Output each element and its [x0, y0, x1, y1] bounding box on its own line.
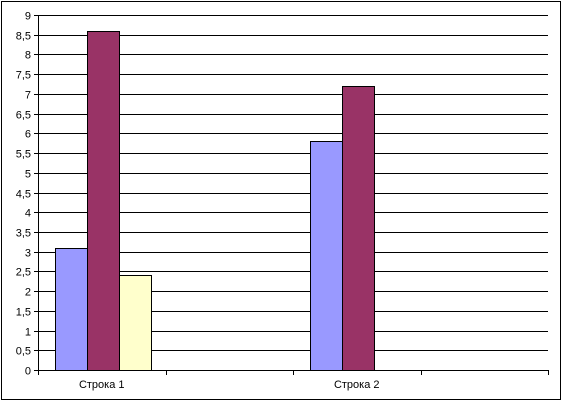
y-tick-label: 4 [25, 208, 31, 220]
x-category-label: Строка 1 [79, 379, 125, 391]
gridlines [38, 15, 548, 351]
y-tick-label: 2 [25, 287, 31, 299]
bar [119, 275, 152, 371]
bar [55, 248, 88, 371]
bar [342, 86, 375, 371]
y-tick-label: 8,5 [16, 31, 31, 43]
y-tick-label: 3 [25, 248, 31, 260]
y-tick-label: 2,5 [16, 267, 31, 279]
x-category-label: Строка 2 [334, 379, 380, 391]
bar [310, 141, 343, 371]
y-tick-label: 7,5 [16, 70, 31, 82]
y-tick-label: 6,5 [16, 110, 31, 122]
y-axis-tick-labels: 0 0,5 1 1,5 2 2,5 3 3,5 4 4,5 5 5,5 6 6,5 7 7,5 8 8,5 9 [16, 11, 31, 378]
y-tick-label: 0 [25, 366, 31, 378]
axes [34, 15, 549, 375]
y-tick-label: 5,5 [16, 149, 31, 161]
y-tick-label: 8 [25, 50, 31, 62]
y-tick-label: 1 [25, 327, 31, 339]
y-tick-label: 3,5 [16, 228, 31, 240]
x-axis-category-labels: Строка 1 Строка 2 [79, 379, 380, 391]
y-tick-label: 9 [25, 11, 31, 23]
bar [87, 31, 120, 371]
y-tick-label: 6 [25, 129, 31, 141]
y-tick-label: 7 [25, 90, 31, 102]
y-tick-label: 4,5 [16, 189, 31, 201]
y-tick-label: 1,5 [16, 307, 31, 319]
y-tick-label: 0,5 [16, 346, 31, 358]
y-tick-label: 5 [25, 169, 31, 181]
bars [55, 31, 375, 371]
